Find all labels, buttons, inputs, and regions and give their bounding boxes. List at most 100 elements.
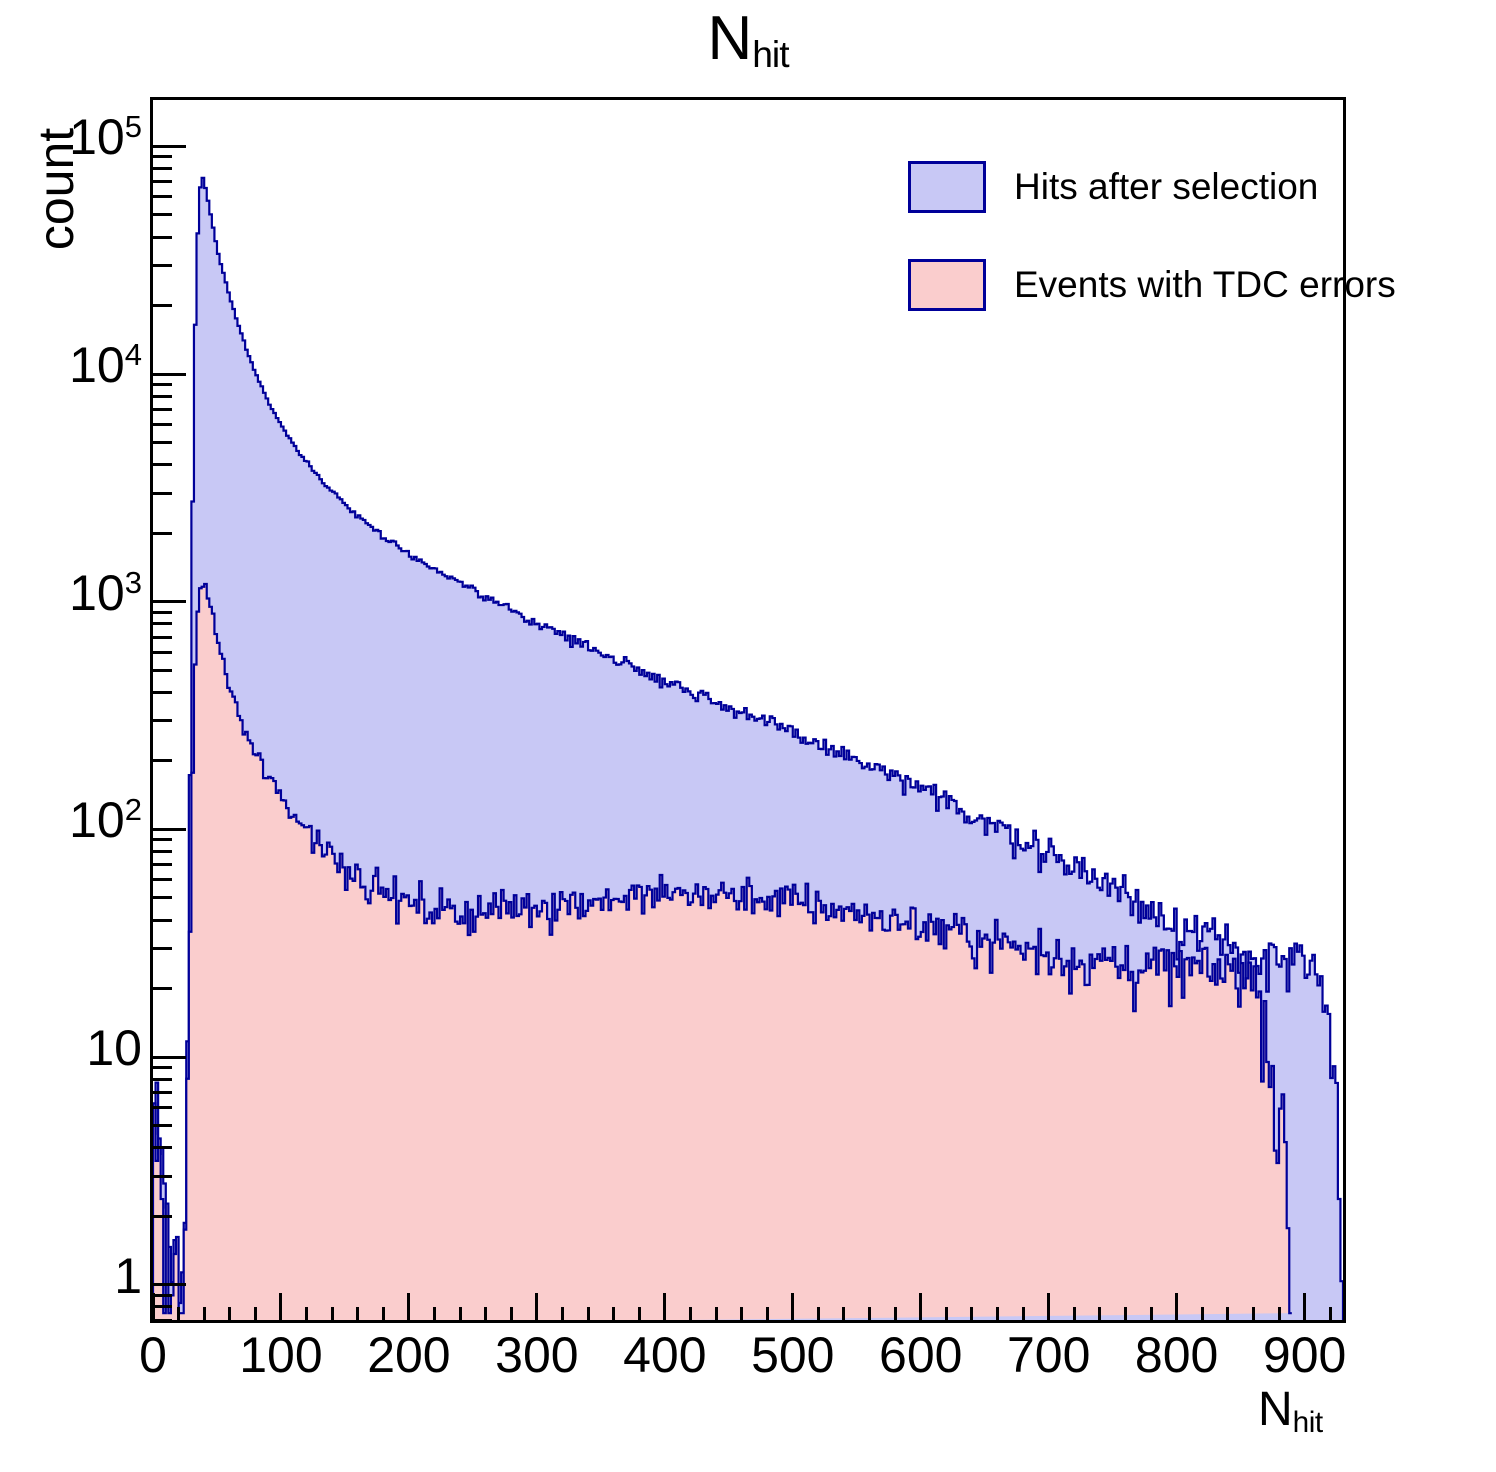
histogram-svg: [153, 100, 1343, 1320]
y-axis-tick-minor: [150, 304, 172, 308]
chart-title-subscript: hit: [752, 33, 789, 76]
y-axis-tick-minor: [150, 1090, 172, 1094]
legend-label: Hits after selection: [1014, 166, 1319, 207]
x-axis-tick-minor: [740, 1307, 744, 1323]
x-axis-tick-minor: [765, 1307, 769, 1323]
x-axis-tick-major: [1303, 1293, 1307, 1323]
x-axis-tick-label: 800: [1134, 1327, 1219, 1383]
x-axis-tick-minor: [637, 1307, 641, 1323]
x-axis-tick-minor: [560, 1307, 564, 1323]
legend-item[interactable]: Hits after selection: [908, 148, 1328, 226]
y-axis-tick-minor: [150, 896, 172, 900]
y-axis-tick-minor: [150, 531, 172, 535]
x-axis-tick-label: 500: [751, 1327, 835, 1383]
y-axis-tick-minor: [150, 838, 172, 842]
y-axis-tick-label: 102: [69, 792, 142, 849]
x-axis-tick-label: 400: [623, 1327, 707, 1383]
y-axis-tick-label: 103: [69, 564, 142, 621]
y-axis-tick-major: [150, 827, 186, 831]
y-axis-tick-minor: [150, 1318, 172, 1322]
x-axis-tick-label: 700: [1006, 1327, 1091, 1383]
y-axis-tick-minor: [150, 1305, 172, 1309]
y-axis-tick-minor: [150, 1174, 172, 1178]
x-axis-tick-minor: [1328, 1307, 1332, 1323]
x-axis-tick-minor: [893, 1307, 897, 1323]
y-axis-tick-minor: [150, 878, 172, 882]
y-axis-tick-minor: [150, 918, 172, 922]
y-axis-tick-label: 104: [69, 337, 142, 394]
y-axis-tick-minor: [150, 759, 172, 763]
y-axis-tick-minor: [150, 650, 172, 654]
x-axis-tick-major: [1175, 1293, 1179, 1323]
x-axis-tick-major: [663, 1293, 667, 1323]
x-axis-tick-minor: [970, 1307, 974, 1323]
x-axis-tick-major: [151, 1293, 155, 1323]
y-axis-tick-major: [150, 1055, 186, 1059]
x-axis-tick-minor: [1200, 1307, 1204, 1323]
x-axis-tick-minor: [484, 1307, 488, 1323]
y-axis-tick-minor: [150, 719, 172, 723]
x-axis-tick-minor: [1277, 1307, 1281, 1323]
x-axis-tick-minor: [944, 1307, 948, 1323]
x-axis-title-subscript: hit: [1292, 1406, 1323, 1440]
x-axis-tick-minor: [1021, 1307, 1025, 1323]
x-axis-tick-minor: [868, 1307, 872, 1323]
x-axis-tick-minor: [842, 1307, 846, 1323]
y-axis-tick-label: 105: [69, 109, 142, 166]
x-axis-tick-major: [1047, 1293, 1051, 1323]
x-axis-tick-label: 200: [367, 1327, 451, 1383]
x-axis-tick-minor: [433, 1307, 436, 1323]
x-axis-tick-minor: [458, 1307, 462, 1323]
x-axis-tick-minor: [177, 1307, 181, 1323]
x-axis-tick-minor: [1251, 1307, 1255, 1323]
y-axis-tick-minor: [150, 235, 172, 239]
x-axis-tick-label: 600: [879, 1327, 963, 1383]
x-axis-tick-minor: [202, 1307, 206, 1323]
x-axis-tick-minor: [714, 1307, 718, 1323]
x-axis-tick-minor: [1123, 1307, 1127, 1323]
y-axis-tick-minor: [150, 394, 172, 398]
y-axis-tick-major: [150, 372, 186, 376]
x-axis-tick-minor: [586, 1307, 590, 1323]
x-axis-tick-label: 0: [139, 1327, 167, 1383]
legend-item[interactable]: Events with TDC errors: [908, 246, 1396, 324]
x-axis-tick-minor: [1226, 1307, 1230, 1323]
x-axis-tick-minor: [228, 1307, 232, 1323]
y-axis-tick-major: [150, 1283, 186, 1287]
y-axis-tick-minor: [150, 946, 172, 950]
y-axis-tick-minor: [150, 213, 172, 217]
legend-swatch: [908, 259, 986, 311]
x-axis-tick-label: 300: [495, 1327, 579, 1383]
x-axis-tick-minor: [509, 1307, 513, 1323]
y-axis-tick-label: 1: [114, 1247, 142, 1304]
y-axis-tick-minor: [150, 987, 172, 991]
y-axis-tick-minor: [150, 264, 172, 267]
x-axis-tick-minor: [1072, 1307, 1076, 1323]
y-axis-tick-minor: [150, 1293, 172, 1297]
x-axis-tick-minor: [1098, 1307, 1102, 1323]
y-axis-tick-minor: [150, 622, 172, 626]
y-axis-tick-minor: [150, 383, 172, 387]
y-axis-tick-minor: [150, 849, 172, 853]
y-axis-tick-major: [150, 144, 186, 148]
chart-title-base: N: [707, 4, 753, 73]
x-axis-tick-major: [791, 1293, 795, 1323]
x-axis-tick-major: [535, 1293, 539, 1323]
x-axis-tick-minor: [1149, 1307, 1153, 1323]
y-axis-tick-minor: [150, 167, 172, 171]
y-axis-tick-minor: [150, 1106, 172, 1110]
x-axis-tick-minor: [688, 1307, 692, 1323]
x-axis-tick-major: [279, 1293, 283, 1323]
legend-label: Events with TDC errors: [1014, 264, 1396, 305]
chart-title: Nhit: [0, 8, 1496, 73]
x-axis-tick-major: [407, 1293, 411, 1323]
x-axis-tick-label: 900: [1262, 1327, 1347, 1383]
x-axis-tick-minor: [612, 1307, 616, 1323]
x-axis-tick-minor: [381, 1307, 385, 1323]
histogram-series-events-with-tdc-errors: [153, 584, 1292, 1320]
y-axis-tick-minor: [150, 463, 172, 467]
x-axis-tick-minor: [253, 1307, 257, 1323]
y-axis-tick-minor: [150, 423, 172, 427]
x-axis-tick-minor: [356, 1307, 360, 1323]
